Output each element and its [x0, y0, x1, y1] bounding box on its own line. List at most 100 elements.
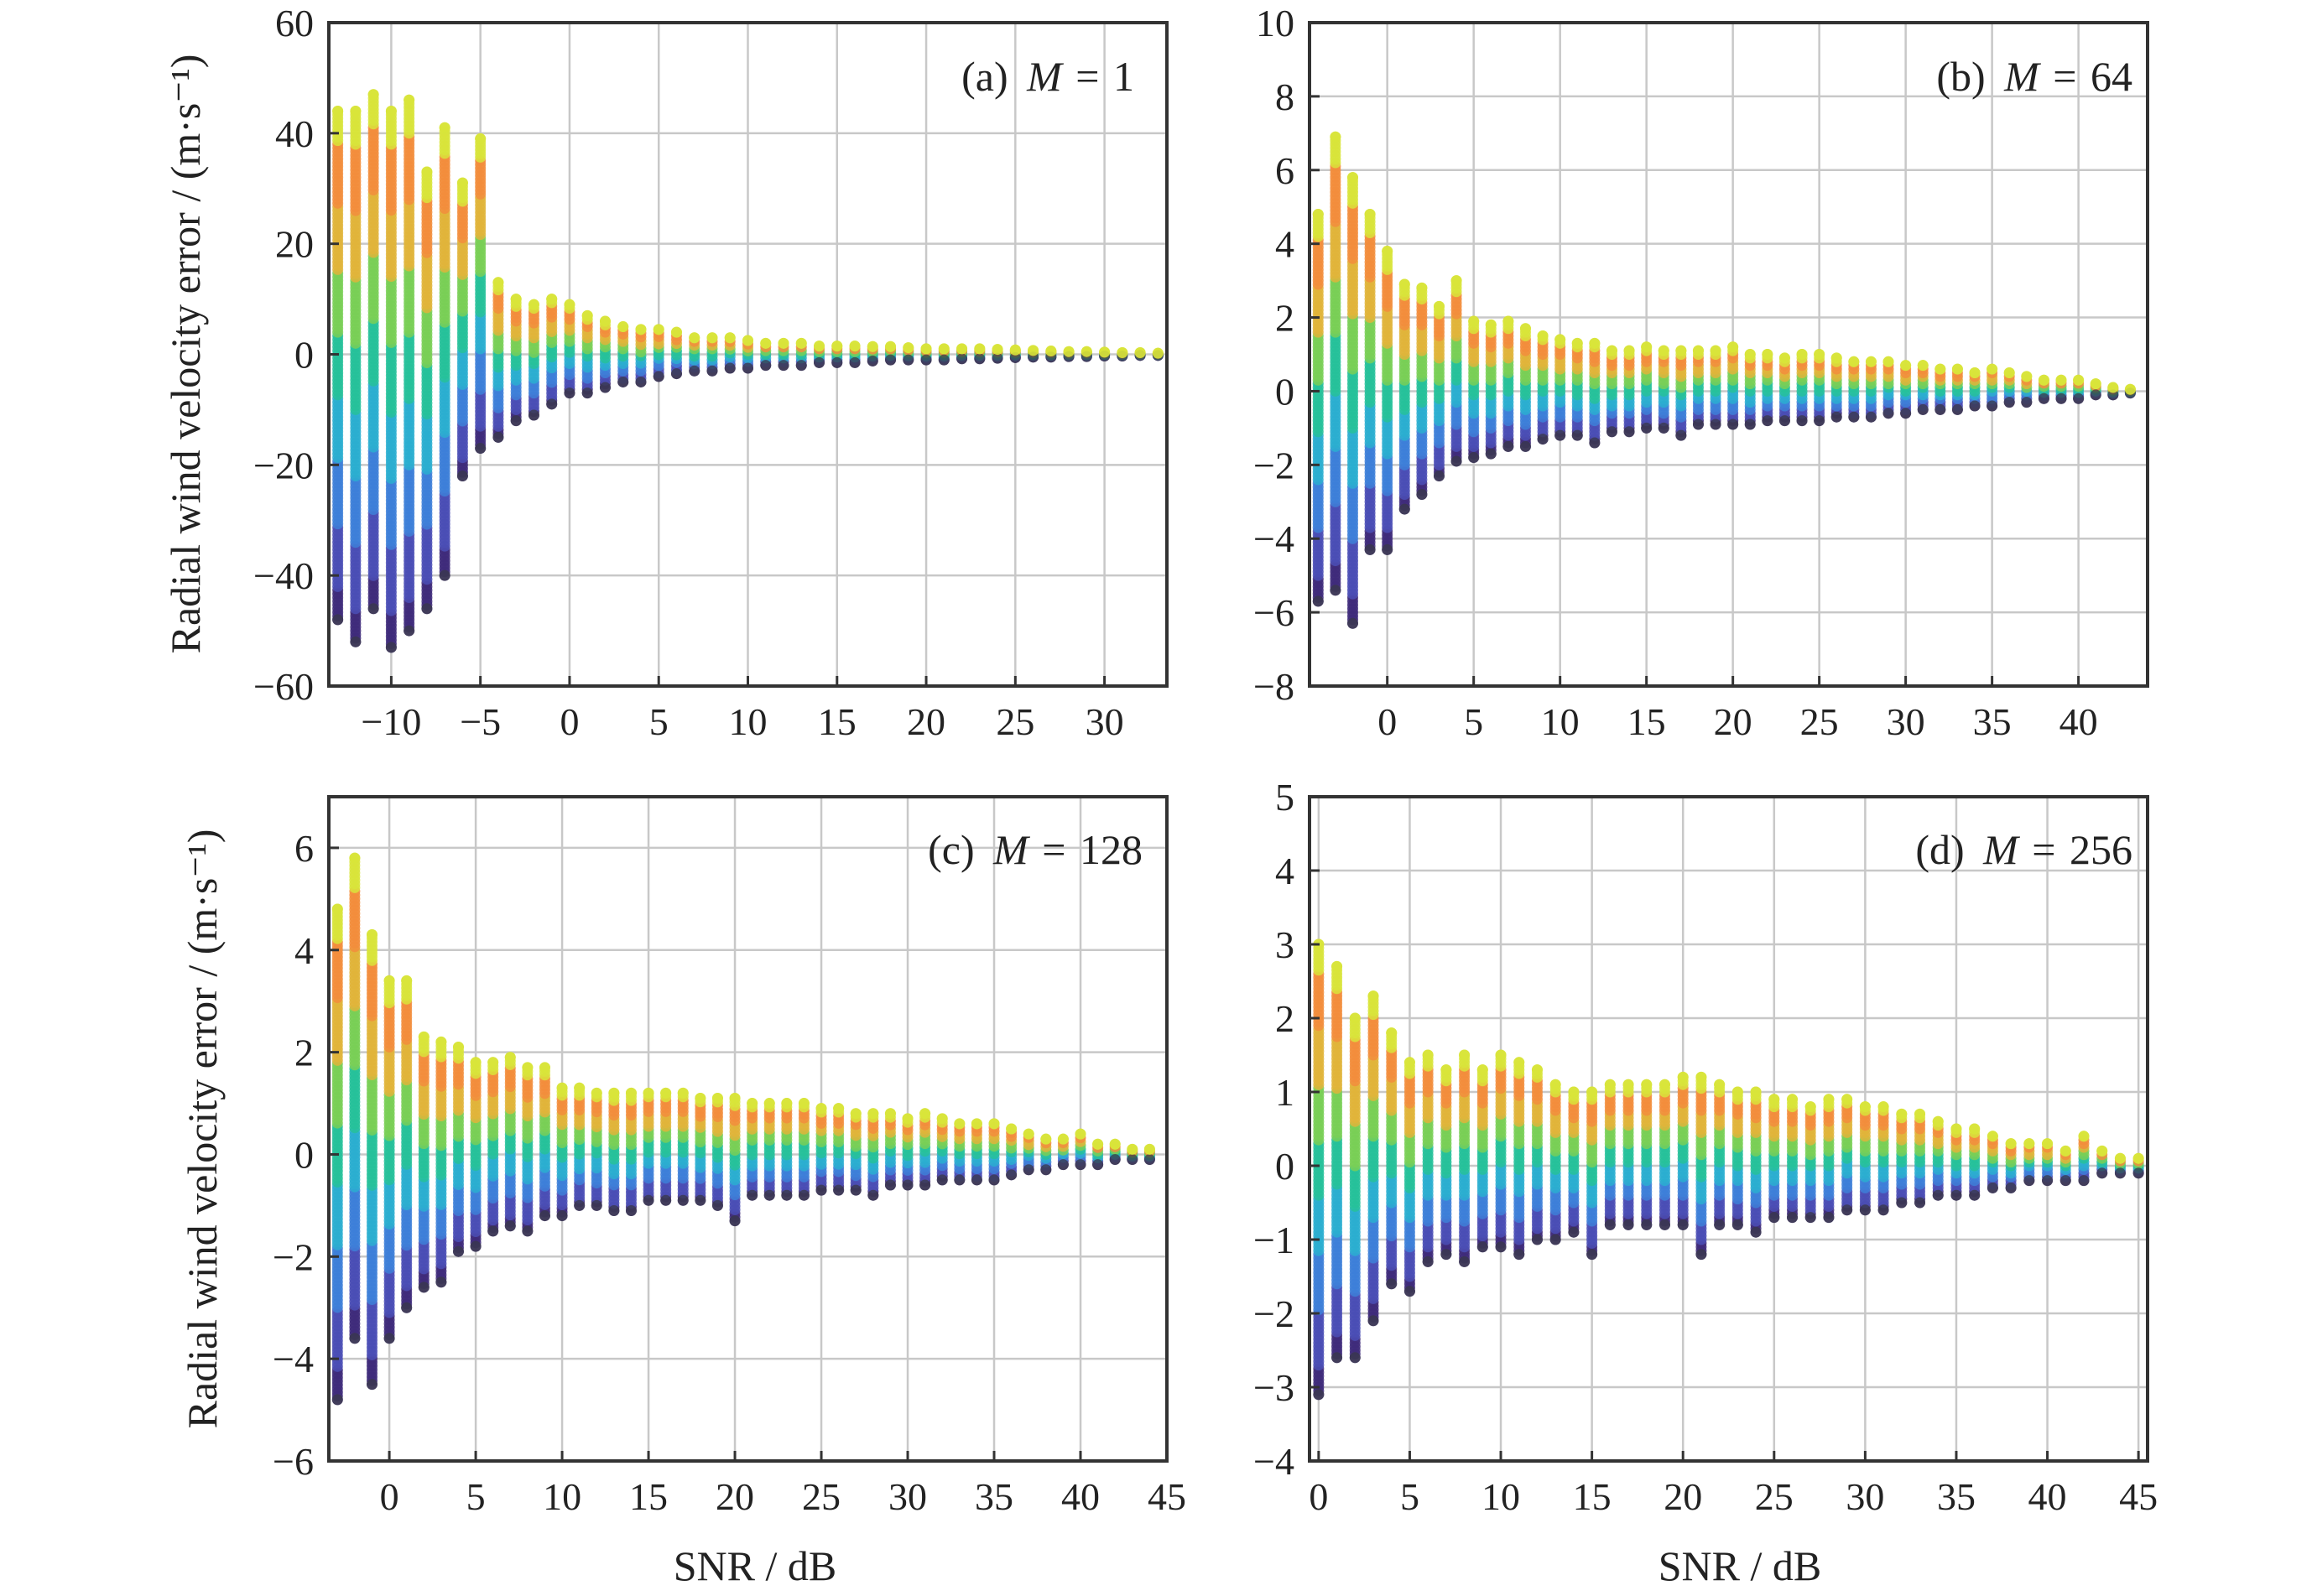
data-point-min — [1865, 411, 1877, 423]
data-point-min — [456, 470, 468, 482]
data-point-max — [1848, 356, 1860, 367]
data-point-max — [867, 341, 878, 352]
panel-b-label-prefix: (b) — [1936, 53, 1985, 100]
data-point-max — [974, 343, 986, 355]
data-point-max — [938, 343, 950, 355]
data-point-max — [1502, 315, 1514, 327]
data-point-min — [439, 569, 450, 581]
data-point-min — [350, 636, 362, 647]
data-point-min — [1330, 585, 1341, 596]
data-point-min — [724, 362, 736, 374]
data-point-min — [1987, 400, 1998, 412]
data-point-max — [670, 326, 682, 338]
data-point-max — [798, 1098, 810, 1110]
data-point-max — [456, 177, 468, 189]
panel-b-xtick-label: 0 — [1377, 700, 1397, 743]
data-point-min — [1675, 429, 1687, 441]
data-point-max — [404, 94, 415, 106]
panel-a-xtick-label: 20 — [907, 700, 945, 743]
data-point-max — [1830, 352, 1842, 364]
data-point-max — [763, 1098, 775, 1110]
data-point-max — [711, 1092, 723, 1104]
data-point-max — [574, 1082, 586, 1094]
data-point-max — [1571, 337, 1583, 349]
panel-a-ytick-label: −60 — [253, 665, 314, 708]
data-point-max — [332, 105, 344, 117]
panel-b-ytick-label: −4 — [1253, 517, 1294, 560]
panel-b-xtick-label: 35 — [1973, 700, 2012, 743]
data-point-min — [1951, 403, 1963, 415]
data-point-max — [1675, 345, 1687, 356]
data-point-min — [522, 1225, 534, 1237]
panel-b-label-value: 64 — [2091, 53, 2132, 100]
data-point-max — [1589, 337, 1601, 349]
data-point-max — [1917, 360, 1929, 372]
data-point-min — [564, 387, 575, 399]
data-point-min — [366, 1379, 378, 1391]
data-point-max — [695, 1092, 706, 1104]
data-point-max — [1063, 346, 1075, 357]
data-point-max — [452, 1042, 464, 1053]
data-point-min — [1009, 351, 1021, 363]
data-point-min — [706, 365, 718, 377]
data-point-max — [383, 975, 395, 986]
data-point-min — [2055, 393, 2067, 404]
data-point-min — [760, 360, 772, 372]
panel-a-xtick-label: 30 — [1086, 700, 1124, 743]
data-point-max — [885, 341, 897, 352]
panel-a-label-eq: = — [1075, 53, 1099, 100]
data-point-min — [1641, 422, 1653, 434]
data-point-max — [781, 1098, 793, 1110]
data-point-min — [487, 1225, 499, 1237]
panel-a-label-var: M — [1026, 53, 1064, 100]
data-point-min — [435, 1276, 447, 1288]
data-point-min — [331, 1394, 343, 1406]
data-point-min — [729, 1215, 741, 1227]
data-point-min — [920, 354, 932, 366]
panel-b-xtick-label: 15 — [1627, 700, 1666, 743]
data-point-min — [1727, 418, 1739, 430]
data-point-max — [956, 343, 968, 355]
data-point-max — [1900, 360, 1912, 372]
panel-a-xtick-label: 5 — [649, 700, 669, 743]
data-point-max — [1658, 345, 1669, 356]
data-point-min — [1814, 415, 1825, 427]
panel-a-xtick-label: −10 — [361, 700, 421, 743]
data-point-max — [350, 105, 362, 117]
data-point-max — [581, 309, 593, 321]
data-point-max — [706, 332, 718, 344]
data-point-max — [546, 294, 558, 305]
data-point-min — [599, 382, 611, 393]
data-point-min — [421, 603, 433, 615]
panel-b-label-var: M — [2003, 53, 2041, 100]
data-point-max — [1045, 346, 1057, 357]
data-point-min — [349, 1333, 361, 1344]
panel-b-ytick-label: 6 — [1275, 149, 1294, 192]
data-point-max — [1623, 345, 1635, 356]
data-point-max — [1796, 349, 1808, 360]
data-point-min — [670, 368, 682, 380]
data-point-max — [1364, 209, 1376, 221]
data-point-min — [546, 398, 558, 410]
data-point-min — [2038, 393, 2049, 404]
data-point-min — [1796, 415, 1808, 427]
data-point-max — [1606, 345, 1617, 356]
data-point-min — [815, 1184, 827, 1196]
data-point-max — [643, 1087, 654, 1099]
data-point-min — [1830, 411, 1842, 423]
data-point-min — [1554, 429, 1566, 441]
data-point-max — [591, 1087, 602, 1099]
data-point-max — [1330, 131, 1341, 143]
panel-b-ytick-label: 2 — [1275, 297, 1294, 340]
data-point-min — [2003, 397, 2015, 408]
data-point-max — [487, 1057, 499, 1068]
panel-b-xtick-label: 25 — [1800, 700, 1839, 743]
panel-a-points — [332, 89, 1164, 653]
data-point-max — [653, 324, 664, 335]
data-point-min — [475, 443, 487, 455]
data-point-max — [1537, 330, 1549, 342]
data-point-max — [1554, 334, 1566, 346]
data-point-min — [974, 353, 986, 365]
